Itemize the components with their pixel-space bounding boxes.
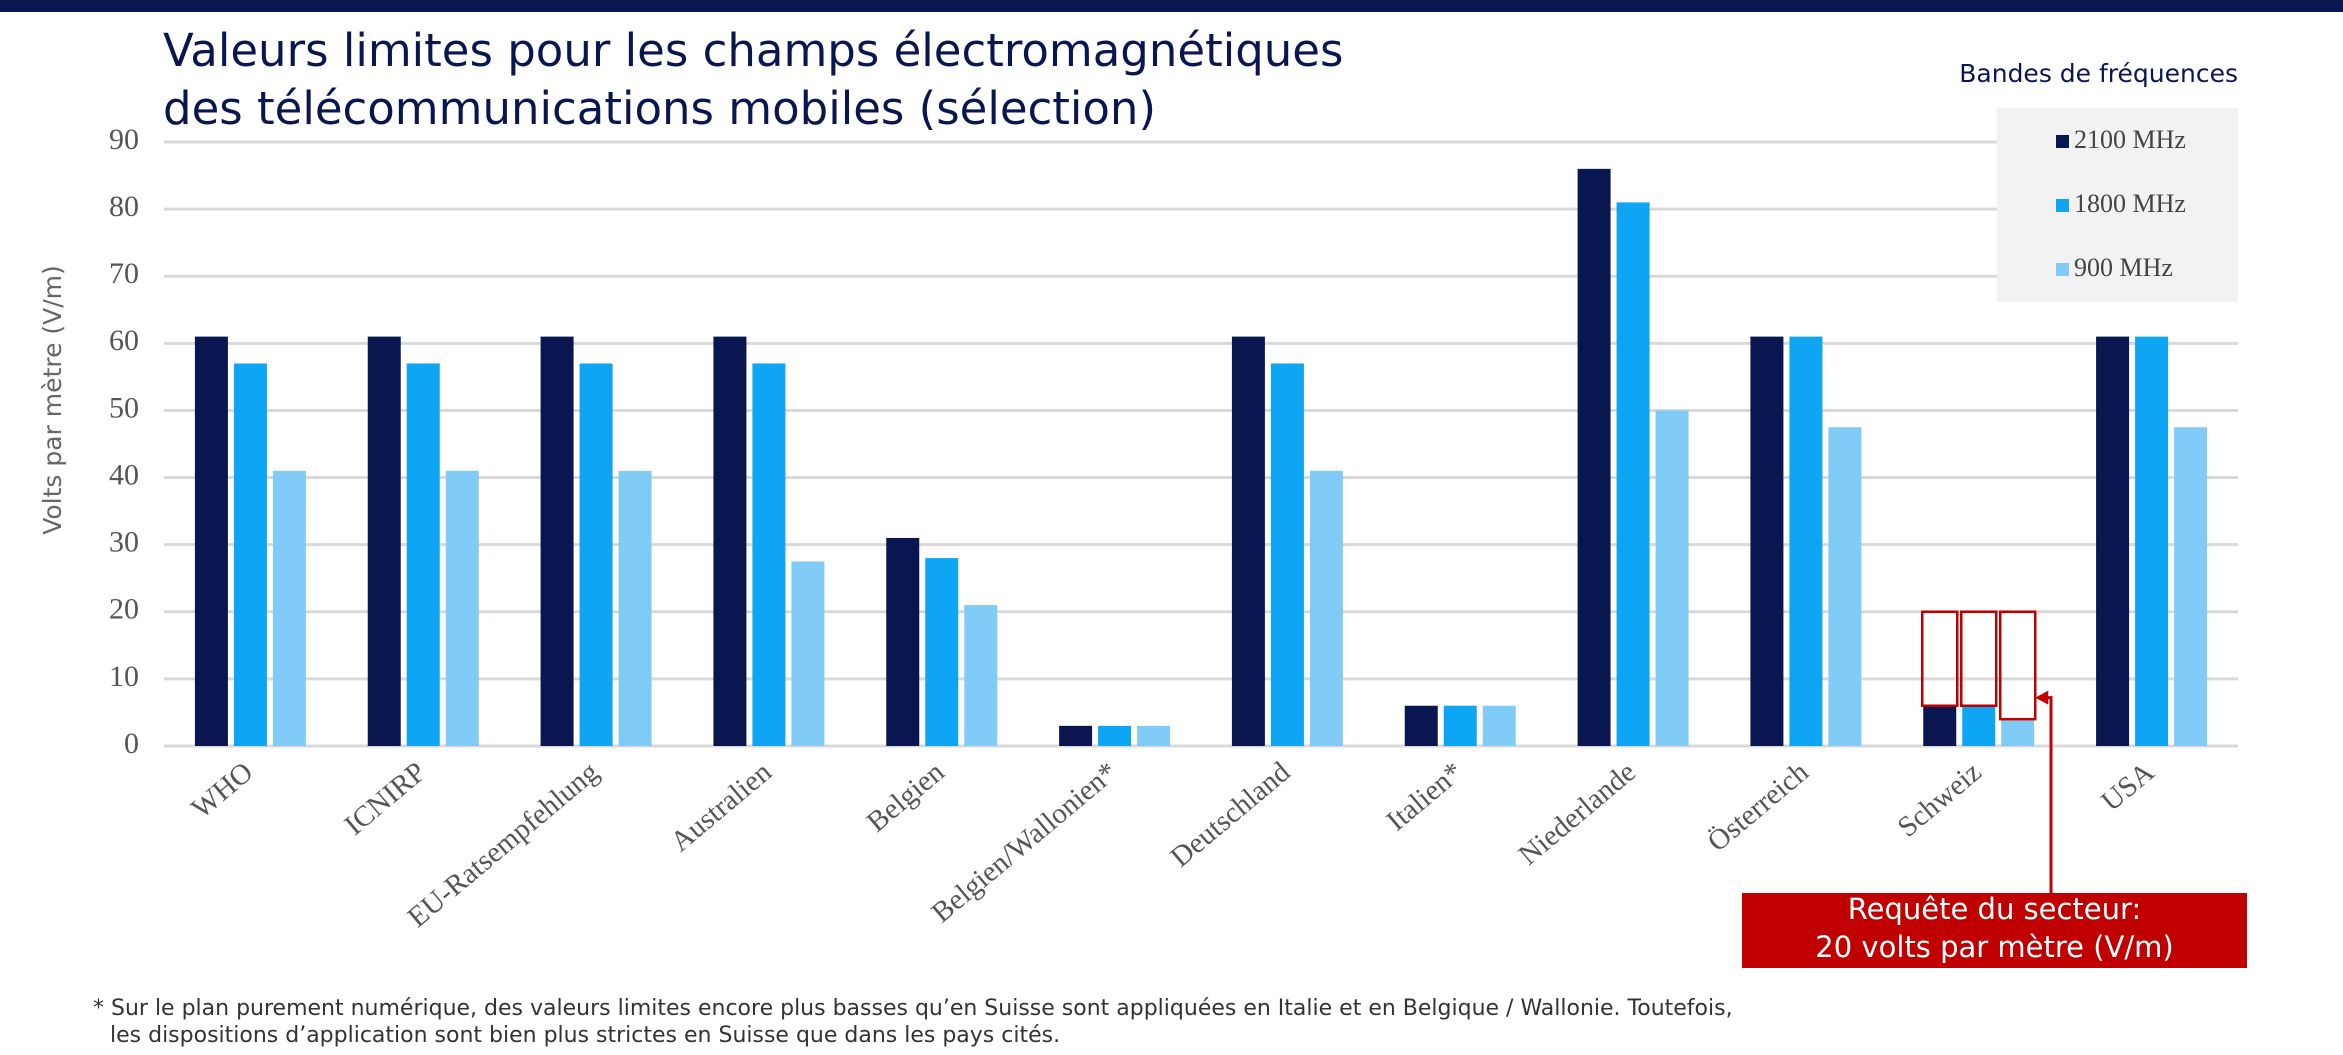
bar [1962, 705, 1996, 746]
arrow-line [2045, 696, 2053, 893]
footnote: les dispositions d’application sont bien… [110, 1023, 1060, 1048]
bar [1577, 168, 1611, 746]
y-tick-label: 50 [109, 391, 139, 424]
annotation-text: 20 volts par mètre (V/m) [1815, 930, 2173, 964]
bar [1655, 410, 1689, 746]
y-axis-label: Volts par mètre (V/m) [38, 265, 67, 535]
annotation-text: Requête du secteur: [1848, 892, 2141, 926]
bar [233, 363, 267, 746]
y-tick-label: 90 [109, 123, 139, 156]
bar [964, 605, 998, 746]
bar [1059, 725, 1093, 746]
x-tick-label: USA [2095, 756, 2160, 818]
bar [618, 470, 652, 746]
bar [579, 363, 613, 746]
legend-title: Bandes de fréquences [1959, 59, 2238, 88]
y-tick-label: 80 [109, 190, 139, 223]
bar [1137, 725, 1171, 746]
legend-box [1997, 108, 2238, 302]
legend-label: 1800 MHz [2074, 189, 2186, 218]
bar [445, 470, 479, 746]
chart-title: des télécommunications mobiles (sélectio… [163, 82, 1156, 135]
arrow-head [2035, 690, 2049, 705]
bar [1231, 336, 1265, 746]
footnote: * Sur le plan purement numérique, des va… [93, 996, 1733, 1021]
bar [367, 336, 401, 746]
top-stripe [0, 0, 2343, 12]
bar [1750, 336, 1784, 746]
y-tick-label: 0 [124, 727, 139, 760]
x-tick-label: Niederlande [1513, 756, 1642, 872]
x-tick-label: ICNIRP [339, 756, 432, 842]
x-tick-label: Österreich [1702, 756, 1815, 858]
legend-swatch [2056, 263, 2069, 276]
request-box [1921, 610, 1959, 707]
bar [272, 470, 306, 746]
bar [2135, 336, 2169, 746]
bar [1443, 705, 1477, 746]
bar [713, 336, 747, 746]
legend-label: 2100 MHz [2074, 125, 2186, 154]
x-tick-label: Schweiz [1892, 756, 1988, 844]
bar [1828, 427, 1862, 746]
bar [1404, 705, 1438, 746]
x-tick-label: Australien [665, 756, 778, 858]
bar [1616, 202, 1650, 746]
legend-label: 900 MHz [2074, 253, 2173, 282]
bar [1098, 725, 1132, 746]
y-tick-label: 60 [109, 324, 139, 357]
y-tick-label: 40 [109, 458, 139, 491]
bar [1789, 336, 1823, 746]
y-tick-label: 10 [109, 660, 139, 693]
bar [886, 537, 920, 746]
x-tick-label: WHO [186, 756, 260, 825]
x-tick-label: Italien* [1381, 756, 1469, 837]
y-tick-label: 70 [109, 257, 139, 290]
bar [2174, 427, 2208, 746]
bar [194, 336, 228, 746]
legend-swatch [2056, 135, 2069, 148]
request-box [1960, 610, 1998, 707]
bar [2096, 336, 2130, 746]
bar [2001, 719, 2035, 746]
y-tick-label: 30 [109, 526, 139, 559]
annotation-box [1742, 893, 2247, 968]
bar [406, 363, 440, 746]
bar [1309, 470, 1343, 746]
y-tick-label: 20 [109, 593, 139, 626]
bar [752, 363, 786, 746]
bar [540, 336, 574, 746]
bar [925, 558, 959, 746]
request-box [1999, 610, 2037, 721]
x-tick-label: EU-Ratsempfehlung [402, 756, 605, 934]
legend-swatch [2056, 199, 2069, 212]
x-tick-label: Belgien [861, 756, 951, 839]
bar [1270, 363, 1304, 746]
chart-title: Valeurs limites pour les champs électrom… [163, 24, 1343, 77]
x-tick-label: Belgien/Wallonien* [926, 756, 1124, 929]
x-tick-label: Deutschland [1165, 756, 1297, 874]
bar [1923, 705, 1957, 746]
bar [791, 561, 825, 746]
bar [1482, 705, 1516, 746]
